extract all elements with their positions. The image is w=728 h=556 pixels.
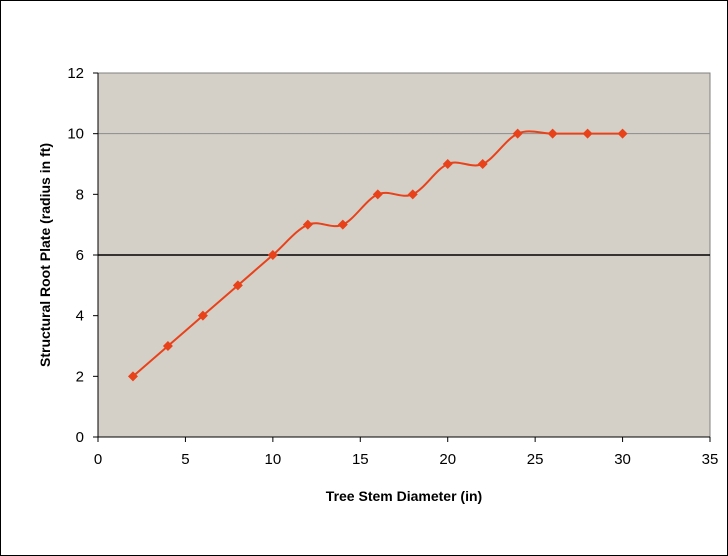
x-tick-label: 10 <box>265 451 282 468</box>
data-point-2 <box>127 371 138 382</box>
data-point-26 <box>547 128 558 139</box>
y-tick-label: 8 <box>76 186 84 203</box>
x-axis-title: Tree Stem Diameter (in) <box>326 488 482 504</box>
x-tick-label: 5 <box>181 451 189 468</box>
data-point-18 <box>407 189 418 200</box>
data-point-10 <box>267 250 278 260</box>
y-tick-label: 10 <box>67 126 84 143</box>
data-point-8 <box>232 280 243 291</box>
data-point-12 <box>302 219 313 230</box>
x-tick-label: 35 <box>702 451 719 468</box>
y-tick-label: 4 <box>76 308 84 325</box>
data-point-16 <box>372 189 383 200</box>
y-tick-label: 12 <box>67 65 84 82</box>
x-tick-label: 15 <box>352 451 369 468</box>
data-point-24 <box>512 128 523 139</box>
data-point-30 <box>617 128 628 139</box>
y-tick-labels: 0 2 4 6 8 10 12 <box>67 65 84 446</box>
axes <box>93 72 711 442</box>
y-axis-title: Structural Root Plate (radius in ft) <box>37 143 53 367</box>
series-markers <box>127 128 628 382</box>
x-tick-label: 0 <box>94 451 102 468</box>
x-tick-labels: 0 5 10 15 20 25 30 35 <box>94 451 719 468</box>
y-tick-label: 6 <box>76 247 84 264</box>
x-tick-label: 20 <box>439 451 456 468</box>
data-point-28 <box>582 128 593 139</box>
data-point-22 <box>477 159 488 169</box>
data-point-4 <box>162 341 173 351</box>
y-tick-label: 2 <box>76 368 84 385</box>
data-point-20 <box>442 159 453 169</box>
data-point-14 <box>337 219 348 230</box>
y-tick-label: 0 <box>76 429 84 446</box>
data-point-6 <box>197 310 208 321</box>
x-tick-label: 30 <box>614 451 631 468</box>
x-tick-label: 25 <box>527 451 544 468</box>
